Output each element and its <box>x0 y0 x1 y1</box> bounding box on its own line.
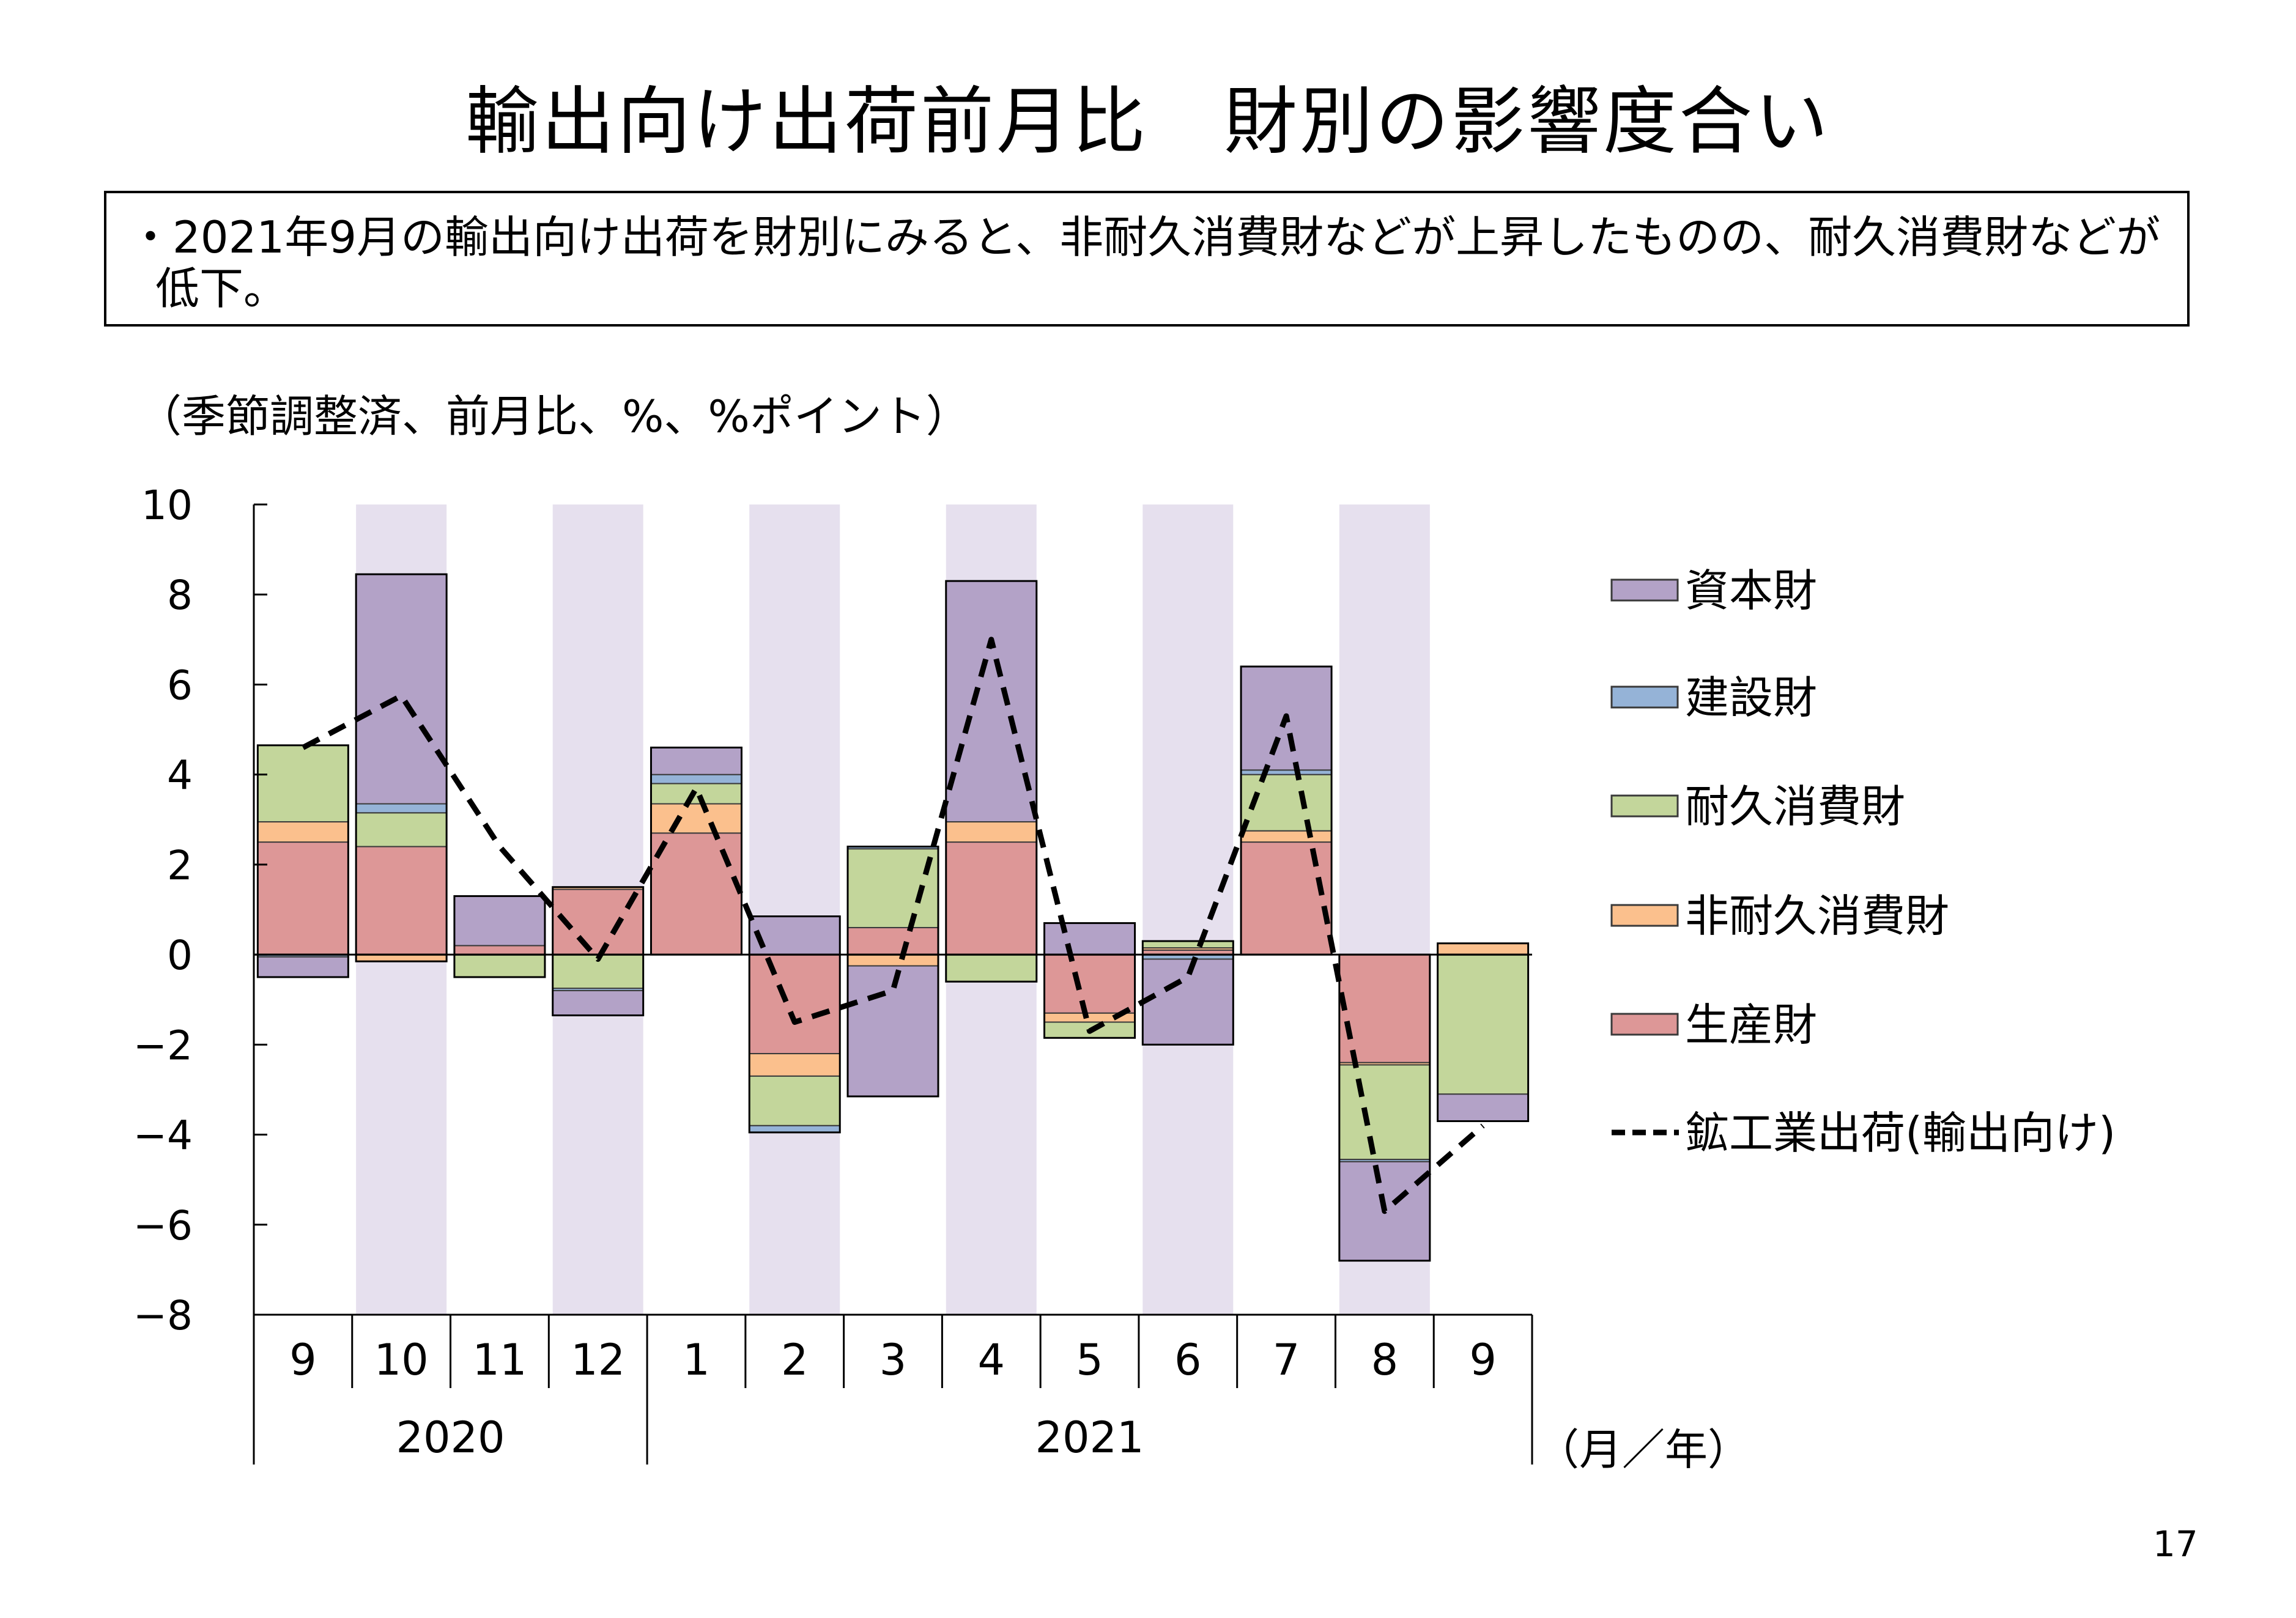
x-tick-label: 11 <box>472 1335 527 1385</box>
y-tick-label: −6 <box>133 1202 193 1249</box>
page-number: 17 <box>2153 1523 2198 1565</box>
bar-segment <box>355 954 448 962</box>
bar-segment <box>1338 954 1431 1063</box>
legend-label: 耐久消費財 <box>1685 781 1905 832</box>
shaded-column <box>749 504 840 1315</box>
legend-label: 建設財 <box>1685 672 1817 723</box>
bar-segment <box>355 812 448 848</box>
bar-segment <box>257 841 349 956</box>
bar-segment <box>1338 1064 1431 1161</box>
bar-segment <box>1437 942 1529 956</box>
legend-swatch <box>1610 578 1679 602</box>
bar-segment <box>552 990 644 1016</box>
legend-swatch <box>1610 1013 1679 1036</box>
x-tick-label: 9 <box>289 1335 317 1385</box>
bar-segment <box>1240 830 1333 843</box>
legend-label: 資本財 <box>1685 565 1817 616</box>
page-title: 輸出向け出荷前月比 財別の影響度合い <box>465 79 1831 164</box>
y-tick-label: 4 <box>167 752 193 799</box>
year-label: 2020 <box>396 1413 505 1463</box>
y-tick-label: 6 <box>167 662 193 709</box>
bar-segment <box>453 954 546 978</box>
bar-segment <box>257 744 349 822</box>
summary-box: ・2021年9月の輸出向け出荷を財別にみると、非耐久消費財などが上昇したものの、… <box>104 191 2190 327</box>
bar-segment <box>749 1075 841 1126</box>
bar-segment <box>1240 769 1333 775</box>
bar-segment <box>847 954 939 967</box>
bar-segment <box>847 965 939 1097</box>
bar-segment <box>257 956 349 978</box>
y-tick-label: −4 <box>133 1112 193 1159</box>
bar-segment <box>847 926 939 956</box>
bar-segment <box>355 574 448 805</box>
legend-label: 生産財 <box>1685 999 1817 1051</box>
unit-note: （季節調整済、前月比、%、%ポイント） <box>138 391 970 442</box>
bar-segment <box>945 821 1037 843</box>
bar-segment <box>749 915 841 956</box>
x-tick-label: 5 <box>1076 1335 1103 1385</box>
bar-segment <box>1240 841 1333 956</box>
bar-segment <box>749 1125 841 1133</box>
x-tick-label: 12 <box>571 1335 625 1385</box>
x-tick-label: 10 <box>374 1335 429 1385</box>
bar-segment <box>749 954 841 1055</box>
x-tick-label: 7 <box>1273 1335 1300 1385</box>
bar-segment <box>1043 954 1136 1014</box>
x-tick-label: 1 <box>683 1335 710 1385</box>
bar-segment <box>847 848 939 928</box>
bar-segment <box>257 821 349 843</box>
bar-segment <box>945 580 1037 822</box>
x-tick-label: 9 <box>1469 1335 1497 1385</box>
bar-segment <box>453 895 546 947</box>
bar-segment <box>650 774 742 785</box>
bar-segment <box>1043 922 1136 956</box>
bar-segment <box>650 803 742 834</box>
y-tick-label: 2 <box>167 842 193 889</box>
total-line <box>302 637 1485 1214</box>
y-tick-label: −8 <box>133 1292 193 1339</box>
x-tick-label: 8 <box>1371 1335 1399 1385</box>
legend-swatch <box>1610 794 1679 818</box>
x-unit-label: （月／年） <box>1536 1425 1750 1475</box>
bar-segment <box>749 1053 841 1077</box>
legend-swatch <box>1610 904 1679 927</box>
bar-segment <box>945 954 1037 983</box>
x-tick-label: 6 <box>1174 1335 1202 1385</box>
bar-segment <box>355 846 448 956</box>
summary-text: ・2021年9月の輸出向け出荷を財別にみると、非耐久消費財などが上昇したものの、… <box>128 212 2161 314</box>
year-label: 2021 <box>1035 1413 1144 1463</box>
y-tick-label: 8 <box>167 572 193 619</box>
bar-segment <box>453 945 546 956</box>
legend-label: 非耐久消費財 <box>1685 890 1949 942</box>
bar-segment <box>650 747 742 775</box>
legend-swatch <box>1610 685 1679 709</box>
y-tick-label: 10 <box>141 482 193 529</box>
bar-segment <box>1437 954 1529 1095</box>
x-tick-label: 4 <box>977 1335 1005 1385</box>
legend-label: 鉱工業出荷(輸出向け) <box>1685 1107 2116 1159</box>
y-tick-label: 0 <box>167 932 193 979</box>
bar-segment <box>650 832 742 956</box>
bar-segment <box>1142 940 1234 949</box>
x-tick-label: 3 <box>880 1335 907 1385</box>
shaded-column <box>1142 504 1234 1315</box>
bar-segment <box>945 841 1037 956</box>
bar-segment <box>650 783 742 805</box>
y-tick-label: −2 <box>133 1022 193 1069</box>
bar-segment <box>1437 1093 1529 1122</box>
bar-segment <box>355 803 448 814</box>
x-tick-label: 2 <box>781 1335 809 1385</box>
